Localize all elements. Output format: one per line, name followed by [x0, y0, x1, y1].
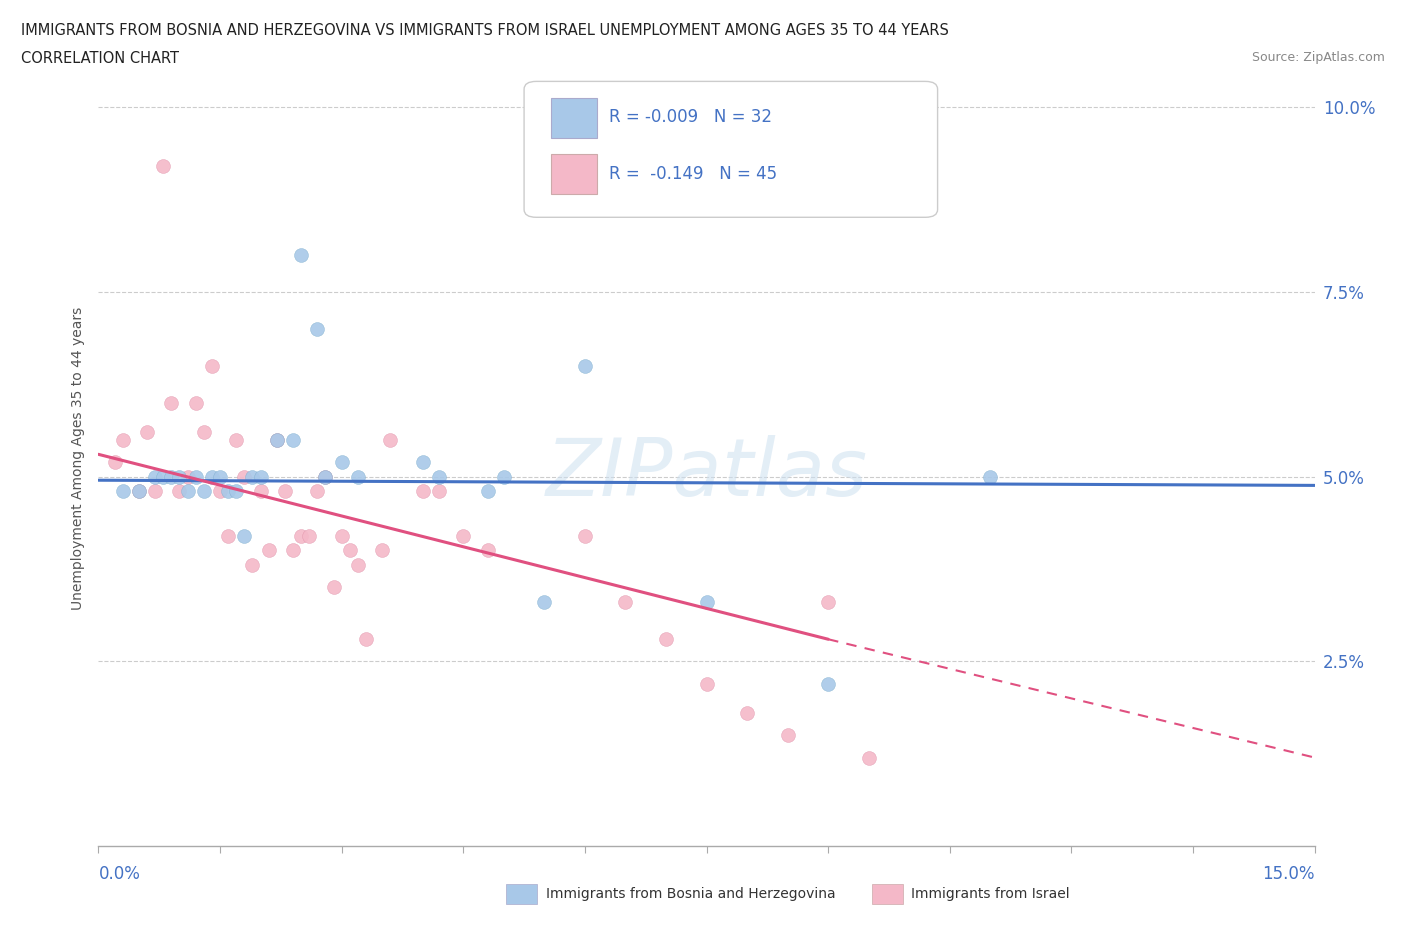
Point	[412, 484, 434, 498]
Text: R =  -0.149   N = 45: R = -0.149 N = 45	[609, 165, 778, 183]
Text: Source: ZipAtlas.com: Source: ZipAtlas.com	[1251, 51, 1385, 64]
Text: 15.0%: 15.0%	[1263, 865, 1315, 883]
Point	[152, 469, 174, 484]
Point	[225, 484, 247, 498]
Point	[266, 432, 288, 447]
Point	[330, 454, 353, 469]
Point	[412, 454, 434, 469]
Point	[111, 432, 134, 447]
Point	[979, 469, 1001, 484]
Point	[574, 528, 596, 543]
Point	[176, 484, 198, 498]
Point	[858, 751, 880, 765]
Text: ZIPatlas: ZIPatlas	[546, 434, 868, 512]
Point	[249, 469, 271, 484]
Point	[307, 321, 329, 336]
Point	[249, 484, 271, 498]
Point	[477, 543, 499, 558]
Point	[817, 676, 839, 691]
Point	[307, 484, 329, 498]
Point	[314, 469, 336, 484]
Point	[209, 469, 232, 484]
Text: CORRELATION CHART: CORRELATION CHART	[21, 51, 179, 66]
Text: Immigrants from Bosnia and Herzegovina: Immigrants from Bosnia and Herzegovina	[546, 886, 835, 901]
Point	[225, 432, 247, 447]
Point	[477, 484, 499, 498]
Point	[339, 543, 361, 558]
Point	[453, 528, 475, 543]
Point	[193, 425, 215, 440]
Point	[817, 595, 839, 610]
Point	[217, 484, 239, 498]
Point	[128, 484, 150, 498]
Point	[492, 469, 515, 484]
FancyBboxPatch shape	[551, 153, 598, 194]
Point	[242, 469, 264, 484]
Point	[696, 595, 718, 610]
Point	[776, 728, 799, 743]
Text: Immigrants from Israel: Immigrants from Israel	[911, 886, 1070, 901]
Point	[111, 484, 134, 498]
Point	[160, 469, 183, 484]
Point	[242, 558, 264, 573]
Point	[266, 432, 288, 447]
Point	[298, 528, 321, 543]
FancyBboxPatch shape	[524, 82, 938, 218]
Point	[330, 528, 353, 543]
Point	[380, 432, 402, 447]
Point	[290, 528, 312, 543]
Point	[655, 631, 678, 646]
Point	[143, 469, 166, 484]
Point	[176, 469, 198, 484]
Y-axis label: Unemployment Among Ages 35 to 44 years: Unemployment Among Ages 35 to 44 years	[70, 306, 84, 610]
Point	[371, 543, 394, 558]
Point	[427, 469, 450, 484]
Point	[281, 432, 304, 447]
Text: R = -0.009   N = 32: R = -0.009 N = 32	[609, 108, 772, 126]
Point	[347, 558, 370, 573]
Point	[257, 543, 280, 558]
Point	[217, 528, 239, 543]
Point	[322, 580, 344, 595]
Point	[533, 595, 555, 610]
Point	[169, 484, 191, 498]
Point	[143, 484, 166, 498]
Text: 0.0%: 0.0%	[98, 865, 141, 883]
Point	[314, 469, 336, 484]
Point	[347, 469, 370, 484]
Point	[184, 395, 207, 410]
Point	[290, 247, 312, 262]
Point	[281, 543, 304, 558]
Point	[735, 706, 758, 721]
Point	[427, 484, 450, 498]
Point	[354, 631, 377, 646]
Point	[169, 469, 191, 484]
FancyBboxPatch shape	[551, 98, 598, 138]
Point	[184, 469, 207, 484]
Point	[104, 454, 127, 469]
Text: IMMIGRANTS FROM BOSNIA AND HERZEGOVINA VS IMMIGRANTS FROM ISRAEL UNEMPLOYMENT AM: IMMIGRANTS FROM BOSNIA AND HERZEGOVINA V…	[21, 23, 949, 38]
Point	[696, 676, 718, 691]
Point	[201, 358, 224, 373]
Point	[128, 484, 150, 498]
Point	[209, 484, 232, 498]
Point	[614, 595, 637, 610]
Point	[193, 484, 215, 498]
Point	[201, 469, 224, 484]
Point	[233, 469, 256, 484]
Point	[574, 358, 596, 373]
Point	[274, 484, 297, 498]
Point	[160, 395, 183, 410]
Point	[152, 158, 174, 173]
Point	[233, 528, 256, 543]
Point	[136, 425, 159, 440]
